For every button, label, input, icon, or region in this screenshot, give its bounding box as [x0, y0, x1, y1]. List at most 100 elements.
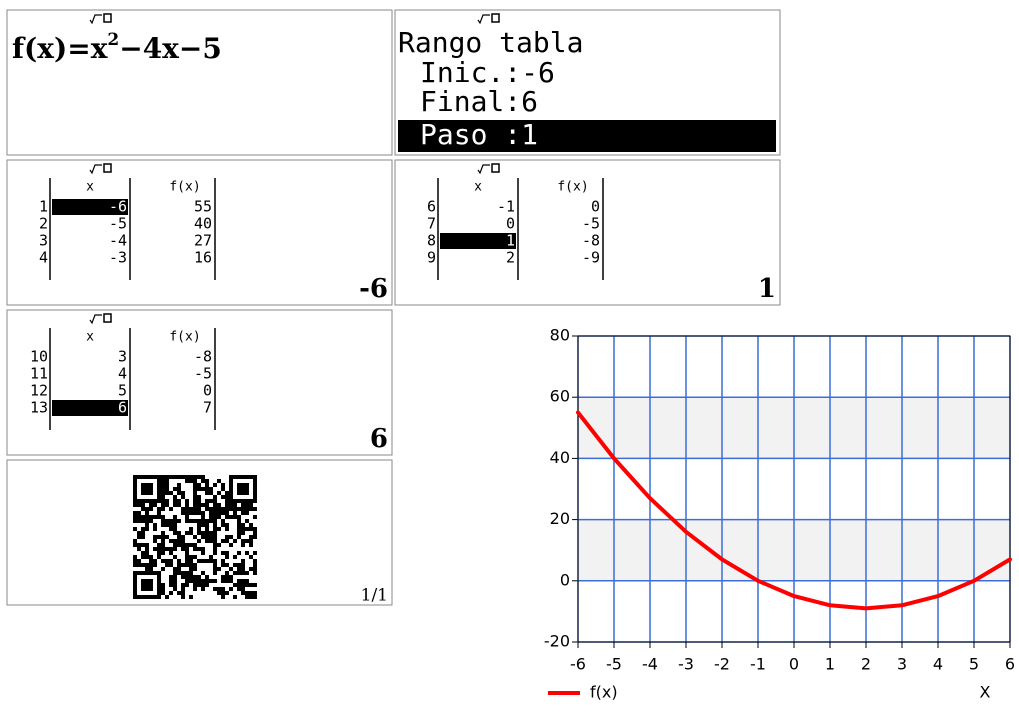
- qr-module: [205, 575, 209, 579]
- x-cell: -4: [109, 232, 127, 250]
- qr-module: [185, 531, 189, 535]
- qr-module: [221, 551, 225, 555]
- qr-module: [169, 527, 173, 531]
- qr-module: [189, 475, 193, 479]
- x-tick-label: 4: [933, 655, 943, 674]
- qr-module: [205, 535, 209, 539]
- qr-module: [141, 515, 145, 519]
- qr-module: [217, 515, 221, 519]
- qr-module: [189, 595, 193, 599]
- fx-cell: 27: [194, 232, 212, 250]
- qr-module: [185, 543, 189, 547]
- qr-module: [161, 483, 165, 487]
- column-header: x: [474, 180, 482, 195]
- qr-module: [181, 563, 185, 567]
- qr-module: [173, 487, 177, 491]
- qr-module: [213, 551, 217, 555]
- qr-module: [213, 527, 217, 531]
- qr-module: [149, 567, 153, 571]
- x-tick-label: 6: [1005, 655, 1015, 674]
- column-header: x: [86, 180, 94, 195]
- qr-module: [145, 551, 149, 555]
- qr-module: [153, 547, 157, 551]
- x-tick-label: -5: [606, 655, 622, 674]
- qr-module: [153, 523, 157, 527]
- qr-module: [241, 507, 245, 511]
- qr-module: [225, 491, 229, 495]
- qr-module: [209, 535, 213, 539]
- qr-module: [161, 515, 165, 519]
- qr-module: [241, 543, 245, 547]
- qr-module: [173, 587, 177, 591]
- y-tick-label: 40: [550, 448, 570, 467]
- fx-cell: 16: [194, 249, 212, 267]
- qr-module: [173, 523, 177, 527]
- qr-module: [197, 475, 201, 479]
- row-index: 3: [39, 232, 48, 250]
- qr-module: [181, 587, 185, 591]
- qr-module: [141, 563, 145, 567]
- qr-module: [217, 511, 221, 515]
- qr-module: [201, 571, 205, 575]
- qr-module: [205, 487, 209, 491]
- qr-module: [181, 595, 185, 599]
- qr-module: [153, 539, 157, 543]
- qr-module: [153, 503, 157, 507]
- qr-module: [145, 563, 149, 567]
- qr-module: [173, 531, 177, 535]
- qr-module: [213, 547, 217, 551]
- qr-module: [161, 583, 165, 587]
- qr-module: [225, 507, 229, 511]
- qr-module: [169, 575, 173, 579]
- qr-module: [181, 491, 185, 495]
- qr-module: [229, 535, 233, 539]
- qr-module: [137, 531, 141, 535]
- qr-module: [233, 571, 237, 575]
- qr-module: [209, 507, 213, 511]
- qr-module: [177, 519, 181, 523]
- qr-module: [225, 499, 229, 503]
- qr-module: [185, 479, 189, 483]
- qr-module: [141, 519, 145, 523]
- qr-module: [189, 519, 193, 523]
- qr-module: [197, 511, 201, 515]
- qr-module: [177, 543, 181, 547]
- qr-module: [133, 519, 137, 523]
- qr-module: [165, 535, 169, 539]
- qr-module: [185, 515, 189, 519]
- qr-module: [233, 503, 237, 507]
- qr-module: [161, 543, 165, 547]
- qr-module: [237, 515, 241, 519]
- qr-module: [205, 579, 209, 583]
- qr-module: [213, 519, 217, 523]
- qr-module: [153, 559, 157, 563]
- qr-module: [173, 499, 177, 503]
- qr-module: [225, 555, 229, 559]
- qr-module: [169, 579, 173, 583]
- x-cell: -6: [109, 198, 127, 216]
- qr-module: [225, 591, 229, 595]
- qr-module: [237, 567, 241, 571]
- qr-module: [213, 539, 217, 543]
- qr-module: [225, 563, 229, 567]
- qr-module: [157, 515, 161, 519]
- qr-module: [205, 491, 209, 495]
- qr-module: [189, 559, 193, 563]
- qr-module: [145, 523, 149, 527]
- x-cell: 5: [118, 382, 127, 400]
- qr-module: [161, 503, 165, 507]
- x-cell: -5: [109, 215, 127, 233]
- qr-module: [197, 531, 201, 535]
- qr-module: [161, 567, 165, 571]
- qr-module: [221, 575, 225, 579]
- qr-module: [245, 571, 249, 575]
- qr-module: [229, 579, 233, 583]
- qr-module: [157, 551, 161, 555]
- qr-module: [237, 523, 241, 527]
- qr-module: [201, 523, 205, 527]
- qr-module: [193, 555, 197, 559]
- qr-module: [217, 567, 221, 571]
- qr-module: [241, 567, 245, 571]
- qr-module: [241, 579, 245, 583]
- qr-module: [193, 563, 197, 567]
